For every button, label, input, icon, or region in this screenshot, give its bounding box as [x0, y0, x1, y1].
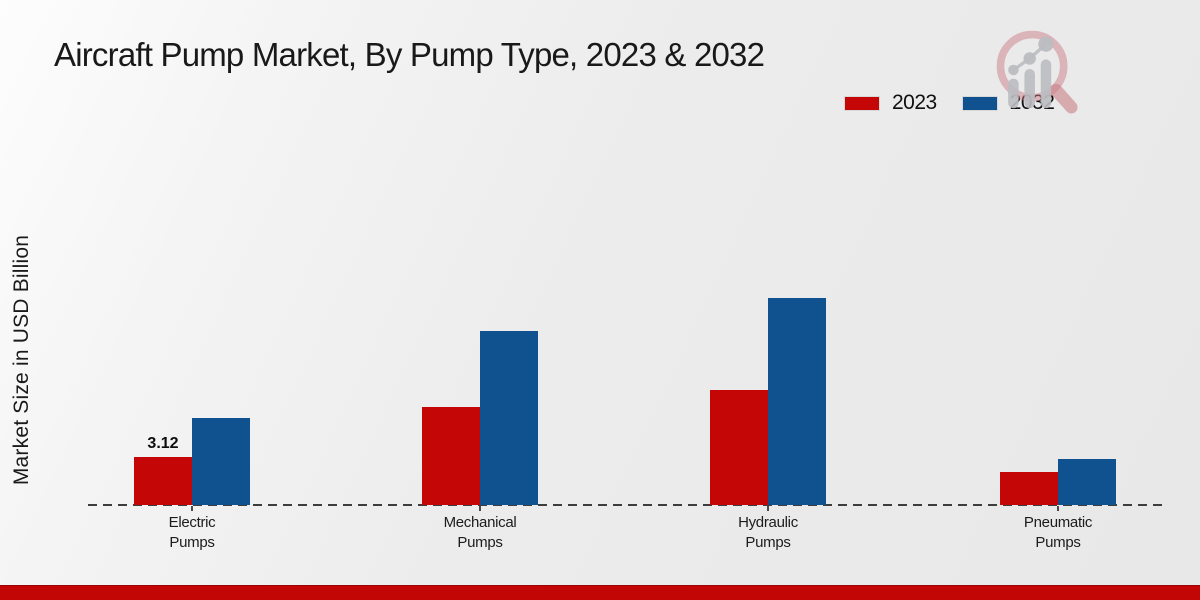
- bar-2023-electric-pumps: [134, 457, 192, 505]
- x-axis-tick: [191, 506, 193, 511]
- x-axis-tick: [767, 506, 769, 511]
- bar-2032-hydraulic-pumps: [768, 298, 826, 505]
- x-axis-tick: [479, 506, 481, 511]
- bar-2023-mechanical-pumps: [422, 407, 480, 505]
- magnifier-bar-chart-logo-icon: [996, 30, 1078, 114]
- footer-accent-bar: [0, 585, 1200, 600]
- x-axis-category-label: Pneumatic Pumps: [1023, 514, 1093, 551]
- x-axis-category-label: Hydraulic Pumps: [738, 514, 798, 551]
- x-axis-tick: [1057, 506, 1059, 511]
- bar-2023-hydraulic-pumps: [710, 390, 768, 505]
- x-axis-category-label: Electric Pumps: [168, 514, 216, 551]
- bar-2032-electric-pumps: [192, 418, 250, 505]
- bar-2032-pneumatic-pumps: [1058, 459, 1116, 505]
- chart-title: Aircraft Pump Market, By Pump Type, 2023…: [54, 36, 765, 73]
- bar-2032-mechanical-pumps: [480, 331, 538, 505]
- x-axis-category-label: Mechanical Pumps: [443, 514, 517, 551]
- bar-value-label: 3.12: [147, 435, 179, 452]
- x-axis-baseline: [88, 504, 1163, 506]
- bar-2023-pneumatic-pumps: [1000, 472, 1058, 505]
- legend-swatch: [961, 95, 998, 111]
- legend-item-2023: 2023: [844, 91, 937, 115]
- legend-label: 2023: [892, 91, 937, 114]
- legend-swatch: [844, 95, 880, 111]
